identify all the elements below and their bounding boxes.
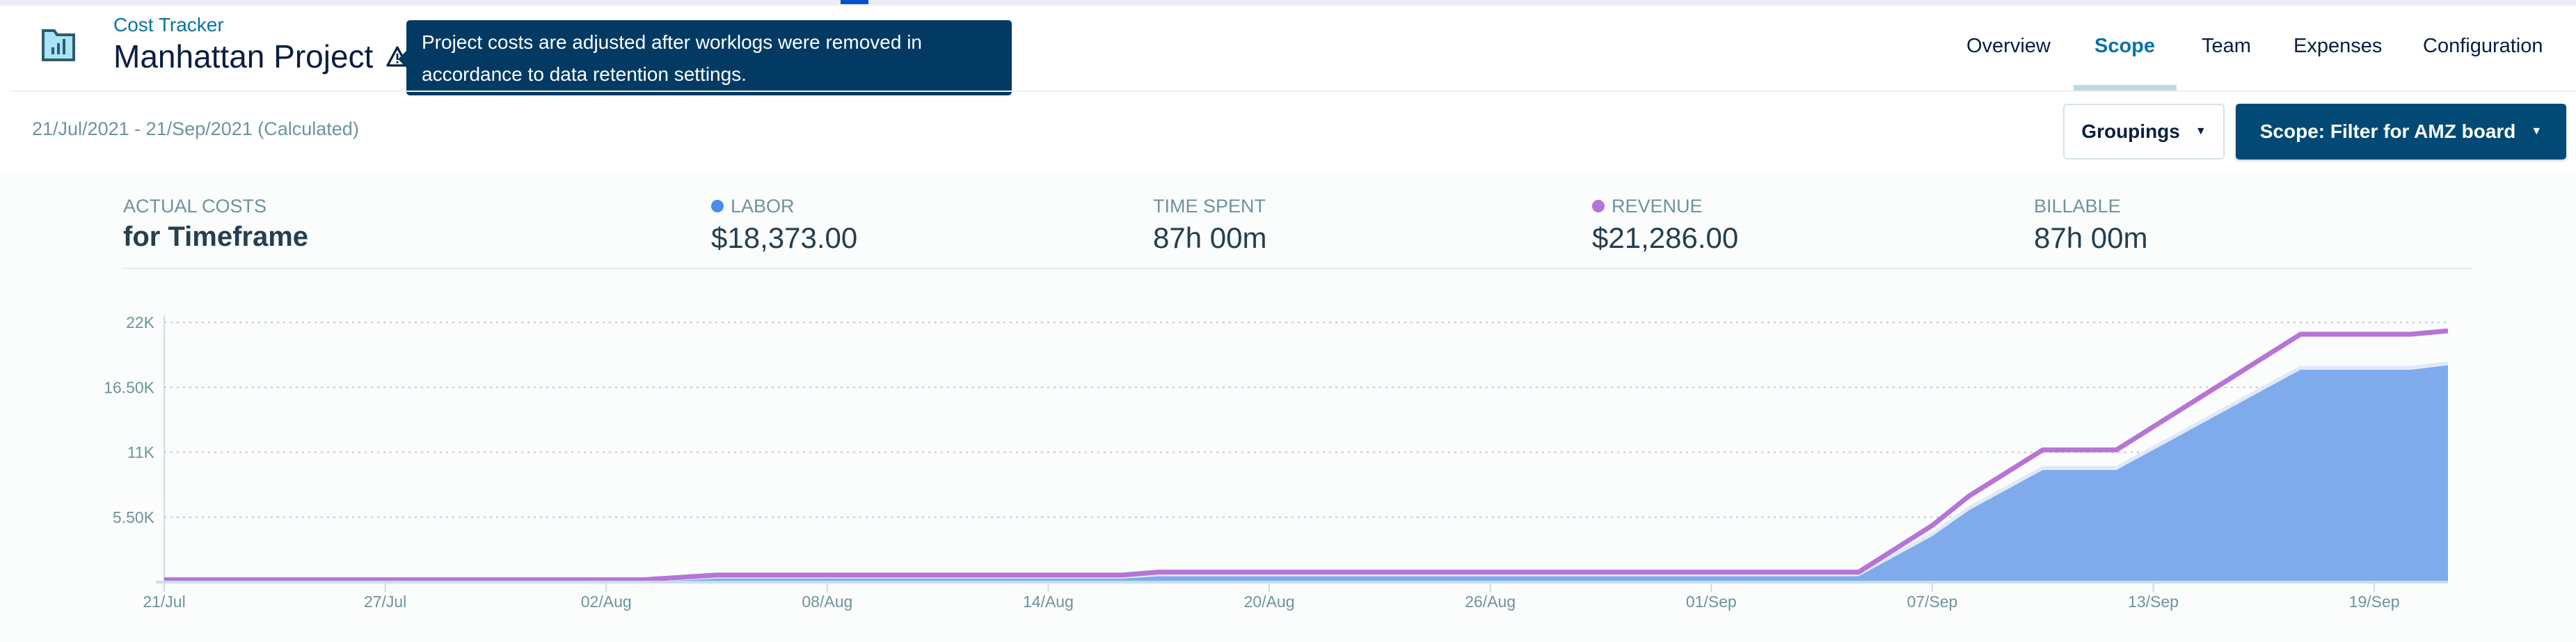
y-tick-label: 5.50K bbox=[113, 508, 155, 526]
stat-billable: BILLABLE 87h 00m bbox=[2034, 195, 2147, 255]
labor-area bbox=[164, 365, 2448, 582]
stat-labor: LABOR $18,373.00 bbox=[711, 195, 857, 255]
x-tick-label: 19/Sep bbox=[2349, 593, 2400, 611]
date-range: 21/Jul/2021 - 21/Sep/2021 (Calculated) bbox=[32, 118, 359, 139]
x-tick-label: 01/Sep bbox=[1686, 593, 1737, 611]
active-tab-underline bbox=[2074, 85, 2177, 91]
page-title: Manhattan Project bbox=[113, 38, 374, 75]
x-tick-label: 13/Sep bbox=[2128, 593, 2179, 611]
labor-label: LABOR bbox=[731, 195, 795, 217]
folder-chart-icon bbox=[42, 29, 75, 61]
top-active-indicator bbox=[841, 0, 868, 4]
retention-tooltip: Project costs are adjusted after worklog… bbox=[398, 20, 1012, 95]
stat-time-spent: TIME SPENT 87h 00m bbox=[1153, 195, 1266, 255]
x-tick-label: 26/Aug bbox=[1465, 593, 1516, 611]
x-tick-label: 02/Aug bbox=[581, 593, 632, 611]
tab-configuration[interactable]: Configuration bbox=[2423, 35, 2543, 57]
stat-revenue: REVENUE $21,286.00 bbox=[1592, 195, 1738, 255]
x-tick-label: 27/Jul bbox=[364, 593, 406, 611]
x-tick-label: 20/Aug bbox=[1244, 593, 1295, 611]
time-spent-label: TIME SPENT bbox=[1153, 195, 1266, 217]
tab-scope[interactable]: Scope bbox=[2094, 35, 2156, 57]
actual-costs-sub: for Timeframe bbox=[123, 221, 309, 252]
time-spent-value: 87h 00m bbox=[1153, 221, 1267, 254]
revenue-label: REVENUE bbox=[1612, 195, 1703, 217]
caret-down-icon: ▼ bbox=[2531, 125, 2543, 137]
scope-filter-dropdown[interactable]: Scope: Filter for AMZ board ▼ bbox=[2236, 104, 2566, 159]
revenue-legend-dot bbox=[1592, 200, 1605, 212]
tab-overview[interactable]: Overview bbox=[1966, 35, 2051, 57]
labor-legend-dot bbox=[711, 200, 724, 212]
billable-label: BILLABLE bbox=[2034, 195, 2121, 217]
caret-down-icon: ▼ bbox=[2195, 125, 2207, 137]
top-bar bbox=[0, 0, 2576, 6]
tab-team[interactable]: Team bbox=[2202, 35, 2251, 57]
groupings-label: Groupings bbox=[2081, 120, 2180, 142]
y-tick-label: 11K bbox=[127, 444, 155, 462]
groupings-dropdown[interactable]: Groupings ▼ bbox=[2063, 104, 2225, 159]
x-tick-label: 08/Aug bbox=[802, 593, 852, 611]
labor-value: $18,373.00 bbox=[711, 221, 858, 254]
revenue-value: $21,286.00 bbox=[1592, 221, 1739, 254]
x-tick-label: 14/Aug bbox=[1023, 593, 1074, 611]
tab-expenses[interactable]: Expenses bbox=[2293, 35, 2383, 57]
billable-value: 87h 00m bbox=[2034, 221, 2148, 254]
summary-divider bbox=[123, 267, 2472, 269]
breadcrumb-cost-tracker[interactable]: Cost Tracker bbox=[113, 14, 224, 36]
stat-actual-costs: ACTUAL COSTS for Timeframe bbox=[123, 195, 308, 253]
x-tick-label: 21/Jul bbox=[143, 593, 185, 611]
y-tick-label: 22K bbox=[126, 313, 155, 331]
scope-label: Scope: Filter for AMZ board bbox=[2259, 120, 2516, 142]
page-title-row: Manhattan Project bbox=[113, 38, 409, 75]
header-divider bbox=[10, 91, 2576, 92]
x-tick-label: 07/Sep bbox=[1907, 593, 1957, 611]
revenue-line bbox=[164, 328, 2449, 583]
y-tick-label: 16.50K bbox=[104, 378, 155, 396]
actual-costs-label: ACTUAL COSTS bbox=[123, 195, 267, 217]
